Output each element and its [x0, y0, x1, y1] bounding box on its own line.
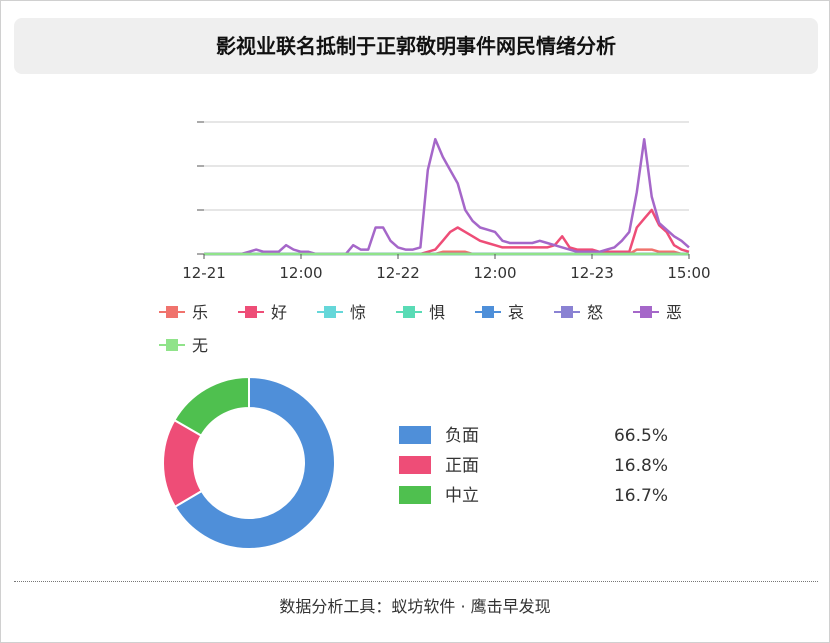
- legend-item: 哀: [475, 303, 524, 322]
- x-tick-label: 15:00: [667, 264, 710, 282]
- donut-slice: [173, 375, 336, 550]
- donut-legend-swatch: [399, 456, 431, 474]
- donut-legend-swatch: [399, 486, 431, 504]
- legend-label: 乐: [192, 303, 208, 322]
- legend-swatch: [482, 306, 494, 318]
- legend-label: 好: [271, 303, 287, 322]
- legend-item: 乐: [159, 303, 208, 322]
- legend-item: 惊: [317, 303, 366, 322]
- legend-item: 惧: [396, 303, 445, 322]
- donut-slice: [173, 375, 250, 437]
- page-title: 影视业联名抵制于正郭敬明事件网民情绪分析: [216, 34, 616, 58]
- donut-legend-item: 负面 66.5%: [399, 426, 668, 446]
- legend-label: 惧: [429, 303, 445, 322]
- x-axis: 12-21 12:00 12-22 12:00 12-23 15:00: [182, 254, 711, 282]
- chart-grid: [197, 121, 689, 255]
- title-bar: 影视业联名抵制于正郭敬明事件网民情绪分析: [14, 18, 818, 74]
- footer-divider: [14, 581, 818, 582]
- donut-legend-label: 中立: [445, 486, 479, 506]
- donut-legend-value: 16.8%: [614, 456, 668, 476]
- x-tick-label: 12-21: [182, 264, 226, 282]
- legend-swatch: [166, 306, 178, 318]
- legend-label: 惊: [350, 303, 366, 322]
- donut-legend-item: 中立 16.7%: [399, 486, 668, 506]
- legend-label: 怒: [587, 303, 603, 322]
- legend-label: 无: [192, 336, 208, 355]
- emotion-line-chart: 12-21 12:00 12-22 12:00 12-23 15:00 乐 好 惊 惧 哀 怒 恶无: [159, 121, 711, 355]
- footer-text: 数据分析工具：蚁坊软件 · 鹰击早发现: [279, 597, 551, 616]
- legend-item: 怒: [554, 303, 603, 322]
- legend-swatch: [403, 306, 415, 318]
- x-tick-label: 12-23: [570, 264, 614, 282]
- legend-label: 恶: [666, 303, 682, 322]
- legend-swatch: [166, 339, 178, 351]
- donut-legend-label: 正面: [445, 456, 479, 476]
- chart-legend: 乐 好 惊 惧 哀 怒 恶无: [159, 303, 682, 355]
- x-tick-label: 12:00: [279, 264, 322, 282]
- series-line: [204, 137, 690, 256]
- donut-legend: 负面 66.5% 正面 16.8% 中立 16.7%: [399, 426, 668, 506]
- donut-legend-item: 正面 16.8%: [399, 456, 668, 476]
- x-tick-label: 12-22: [376, 264, 420, 282]
- donut-legend-label: 负面: [445, 426, 479, 446]
- legend-item: 恶: [633, 303, 682, 322]
- x-tick-label: 12:00: [473, 264, 516, 282]
- legend-swatch: [640, 306, 652, 318]
- chart-series: [204, 137, 690, 256]
- legend-swatch: [245, 306, 257, 318]
- donut-legend-swatch: [399, 426, 431, 444]
- legend-swatch: [561, 306, 573, 318]
- donut-legend-value: 66.5%: [614, 426, 668, 446]
- legend-swatch: [324, 306, 336, 318]
- legend-item: 好: [238, 303, 287, 322]
- sentiment-donut-chart: 负面 66.5% 正面 16.8% 中立 16.7%: [162, 375, 668, 550]
- legend-item: 无: [159, 336, 208, 355]
- donut-slices: [162, 375, 336, 550]
- legend-label: 哀: [508, 303, 524, 322]
- donut-legend-value: 16.7%: [614, 486, 668, 506]
